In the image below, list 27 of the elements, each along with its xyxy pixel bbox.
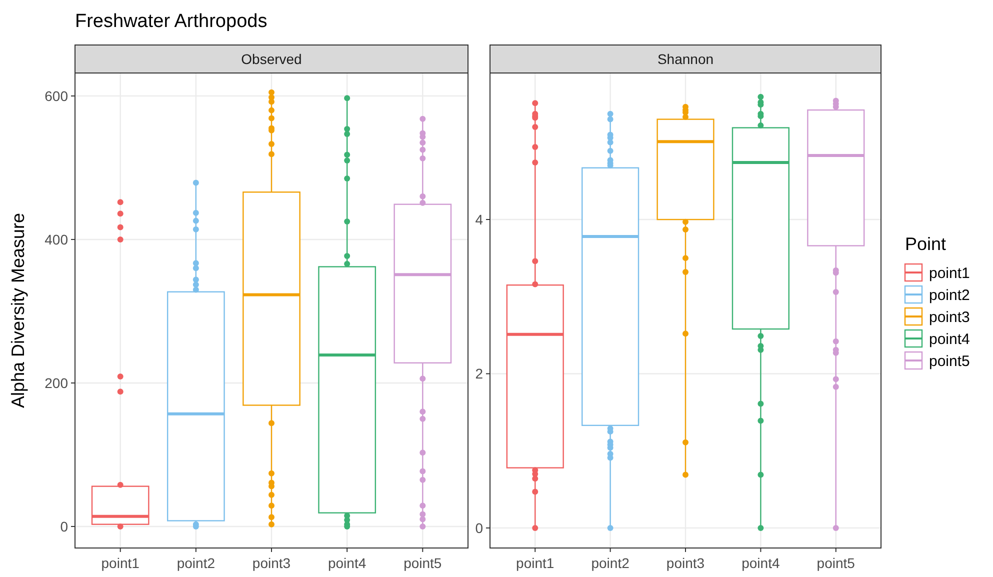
x-tick-label: point2 (591, 555, 630, 571)
x-tick-label: point1 (101, 555, 140, 571)
y-tick-label: 2 (475, 366, 484, 382)
chart-subtitle: Observed (241, 51, 302, 67)
y-tick-label: 600 (44, 88, 68, 104)
y-axis-title: Alpha Diversity Measure (8, 212, 28, 408)
y-tick-label: 200 (44, 374, 68, 391)
y-tick-label: 400 (44, 231, 68, 248)
x-tick-label: point4 (328, 555, 366, 571)
legend-label: point4 (929, 331, 970, 348)
legend-label: point5 (929, 353, 970, 370)
x-tick-label: point3 (666, 555, 705, 571)
legend-label: point2 (929, 287, 970, 304)
x-tick-label: point2 (176, 555, 216, 571)
y-tick-label: 0 (60, 518, 68, 534)
x-tick-label: point4 (742, 555, 780, 571)
x-tick-label: point3 (252, 555, 291, 571)
y-tick-label: 0 (475, 520, 484, 536)
y-tick-label: 4 (475, 212, 484, 228)
chart-subtitle: Shannon (657, 51, 714, 67)
legend-label: point1 (929, 265, 970, 282)
x-tick-label: point1 (516, 555, 554, 571)
x-tick-label: point5 (816, 555, 856, 571)
legend-title: Point (905, 234, 946, 254)
legend-label: point3 (929, 309, 970, 326)
chart-title: Freshwater Arthropods (75, 11, 268, 32)
x-tick-label: point5 (404, 555, 442, 571)
